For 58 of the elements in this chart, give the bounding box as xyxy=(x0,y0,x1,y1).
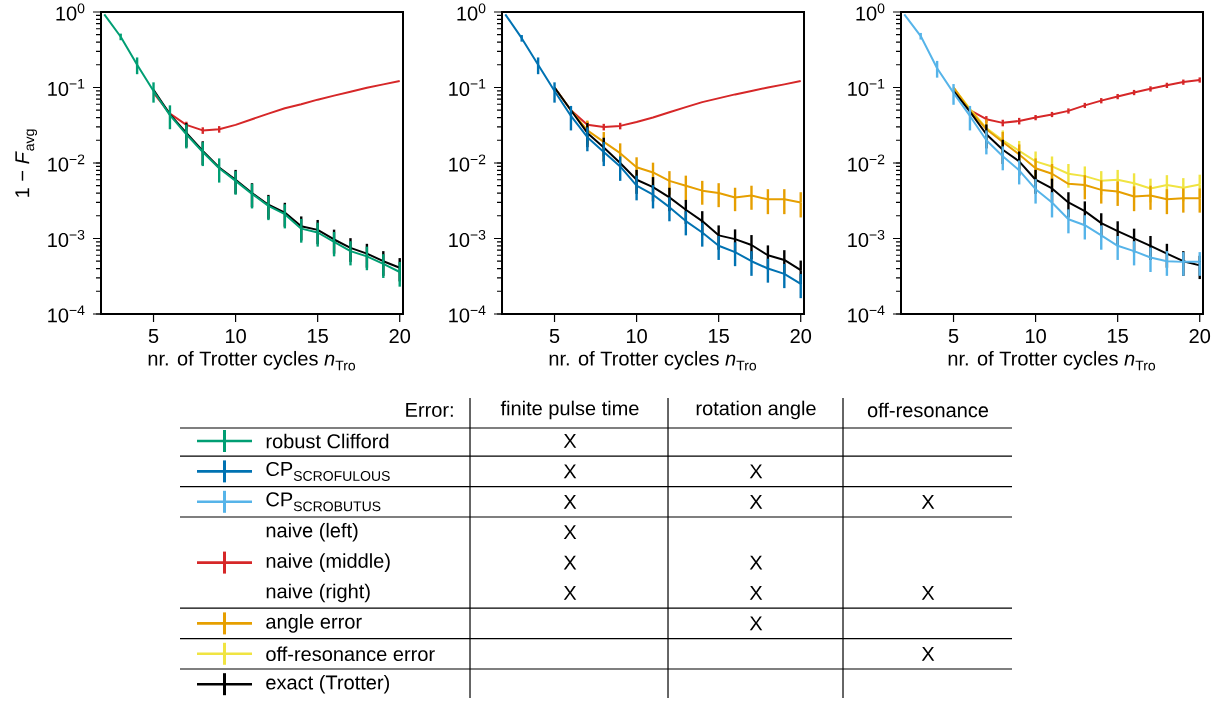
category-label: off-resonance xyxy=(867,402,989,418)
x-tick-label: 20 xyxy=(1189,329,1211,344)
category-label: naive (middle) xyxy=(266,553,390,572)
text: X xyxy=(563,494,577,509)
category-label: $\mathrm{CP}_{\mathrm{SCROBUTUS}}$ xyxy=(266,492,381,512)
x-axis-title: nr. of Trotter cycles n$_{Tro}$ xyxy=(948,350,1156,371)
y-axis-title: 1 − F$_{avg}$ xyxy=(15,129,38,197)
x-tick-label: 15 xyxy=(709,329,729,343)
x-axis-title: nr. of Trotter cycles n$_{Tro}$ xyxy=(549,350,757,371)
text: X xyxy=(563,555,577,570)
x-axis-title: nr. of Trotter cycles n$_{Tro}$ xyxy=(148,350,356,371)
category-label: angle error xyxy=(266,614,362,633)
category-label: off-resonance error xyxy=(266,646,435,662)
y-tick-label: 10$^{−3}$ xyxy=(848,229,885,248)
text: X xyxy=(563,434,577,448)
y-tick-label: 10$^{0}$ xyxy=(856,3,885,21)
y-tick-label: 10$^{−4}$ xyxy=(48,305,85,323)
category-label: finite pulse time xyxy=(500,400,639,420)
text: X xyxy=(563,525,577,540)
text: X xyxy=(749,586,763,600)
text: X xyxy=(749,494,763,509)
x-tick-label: 5 xyxy=(549,329,560,343)
category-label: exact (Trotter) xyxy=(266,674,390,694)
x-tick-label: 15 xyxy=(308,329,328,343)
category-label: $\mathrm{CP}_{\mathrm{SCROFULOUS}}$ xyxy=(266,461,390,481)
category-label: naive (right) xyxy=(266,583,370,603)
text: X xyxy=(749,464,763,479)
category-label: naive (left) xyxy=(266,522,358,542)
x-tick-label: 5 xyxy=(148,329,159,343)
y-tick-label: 10$^{−4}$ xyxy=(848,305,885,323)
y-tick-label: 10$^{−1}$ xyxy=(48,78,85,97)
x-tick-label: 10 xyxy=(226,329,246,344)
y-tick-label: 10$^{−4}$ xyxy=(449,305,486,323)
y-tick-label: 10$^{−1}$ xyxy=(848,78,885,97)
x-tick-label: 5 xyxy=(948,329,959,343)
y-tick-label: 10$^{−2}$ xyxy=(848,154,885,172)
x-tick-label: 10 xyxy=(627,329,647,344)
text: X xyxy=(563,464,577,479)
x-tick-label: 20 xyxy=(389,329,411,344)
x-tick-label: 10 xyxy=(1026,329,1046,344)
text: X xyxy=(921,494,935,509)
text: X xyxy=(749,555,763,570)
text: X xyxy=(563,586,577,600)
legend-title: Error: xyxy=(406,403,453,417)
y-tick-label: 10$^{−2}$ xyxy=(48,154,85,172)
x-tick-label: 20 xyxy=(790,329,812,344)
y-tick-label: 10$^{−3}$ xyxy=(48,229,85,248)
y-tick-label: 10$^{−1}$ xyxy=(449,78,486,97)
text: X xyxy=(921,646,935,661)
category-label: rotation angle xyxy=(696,400,816,420)
x-tick-label: 15 xyxy=(1108,329,1128,343)
text: X xyxy=(921,586,935,600)
category-label: robust Clifford xyxy=(266,433,389,449)
y-tick-label: 10$^{−2}$ xyxy=(449,154,486,172)
text: X xyxy=(749,616,763,631)
y-tick-label: 10$^{0}$ xyxy=(457,3,486,21)
y-tick-label: 10$^{0}$ xyxy=(56,3,85,21)
y-tick-label: 10$^{−3}$ xyxy=(449,229,486,248)
